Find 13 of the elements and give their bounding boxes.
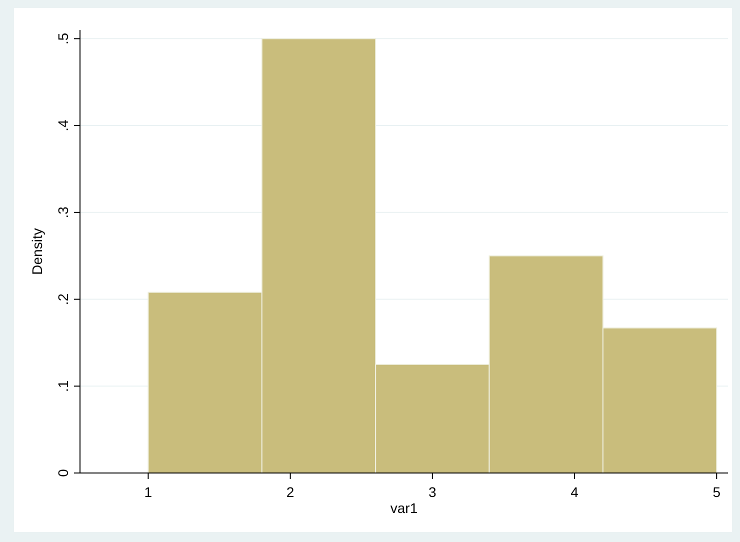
y-tick-label: .4 xyxy=(55,120,71,132)
y-tick-label: .5 xyxy=(55,32,71,45)
x-tick-label: 1 xyxy=(144,484,152,500)
y-tick-label: .2 xyxy=(55,293,71,306)
y-tick-label: 0 xyxy=(55,468,71,477)
x-tick-label: 4 xyxy=(570,484,579,500)
y-axis-title: Density xyxy=(29,228,45,275)
x-tick-label: 5 xyxy=(712,484,721,500)
x-axis-title: var1 xyxy=(390,500,418,516)
y-tick-label: .1 xyxy=(55,380,71,392)
x-tick-label: 2 xyxy=(286,484,294,500)
y-tick-label: .3 xyxy=(55,206,71,218)
x-tick-label: 3 xyxy=(428,484,437,500)
